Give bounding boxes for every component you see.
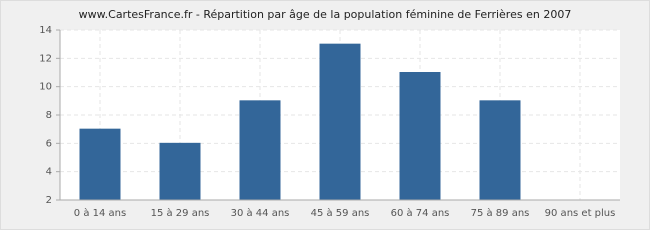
bar <box>399 72 441 201</box>
y-tick-label: 10 <box>39 82 52 93</box>
chart-title: www.CartesFrance.fr - Répartition par âg… <box>79 8 572 21</box>
y-tick-label: 2 <box>46 195 52 206</box>
bar <box>159 142 201 201</box>
x-tick-label: 60 à 74 ans <box>391 207 450 219</box>
x-tick-label: 90 ans et plus <box>545 208 616 219</box>
y-tick-label: 4 <box>46 167 52 178</box>
y-tick-label: 6 <box>46 138 52 149</box>
x-tick-label: 75 à 89 ans <box>471 207 530 219</box>
chart: www.CartesFrance.fr - Répartition par âg… <box>0 0 650 230</box>
x-tick-label: 0 à 14 ans <box>74 207 126 219</box>
bar <box>479 100 521 201</box>
bar <box>319 43 361 201</box>
x-tick-label: 30 à 44 ans <box>231 207 290 219</box>
x-tick-label: 45 à 59 ans <box>311 207 370 219</box>
bar <box>239 100 281 201</box>
x-tick-label: 15 à 29 ans <box>151 207 210 219</box>
bar <box>79 128 121 201</box>
y-tick-label: 8 <box>46 110 52 121</box>
y-tick-label: 14 <box>39 25 52 36</box>
y-tick-label: 12 <box>39 53 52 64</box>
